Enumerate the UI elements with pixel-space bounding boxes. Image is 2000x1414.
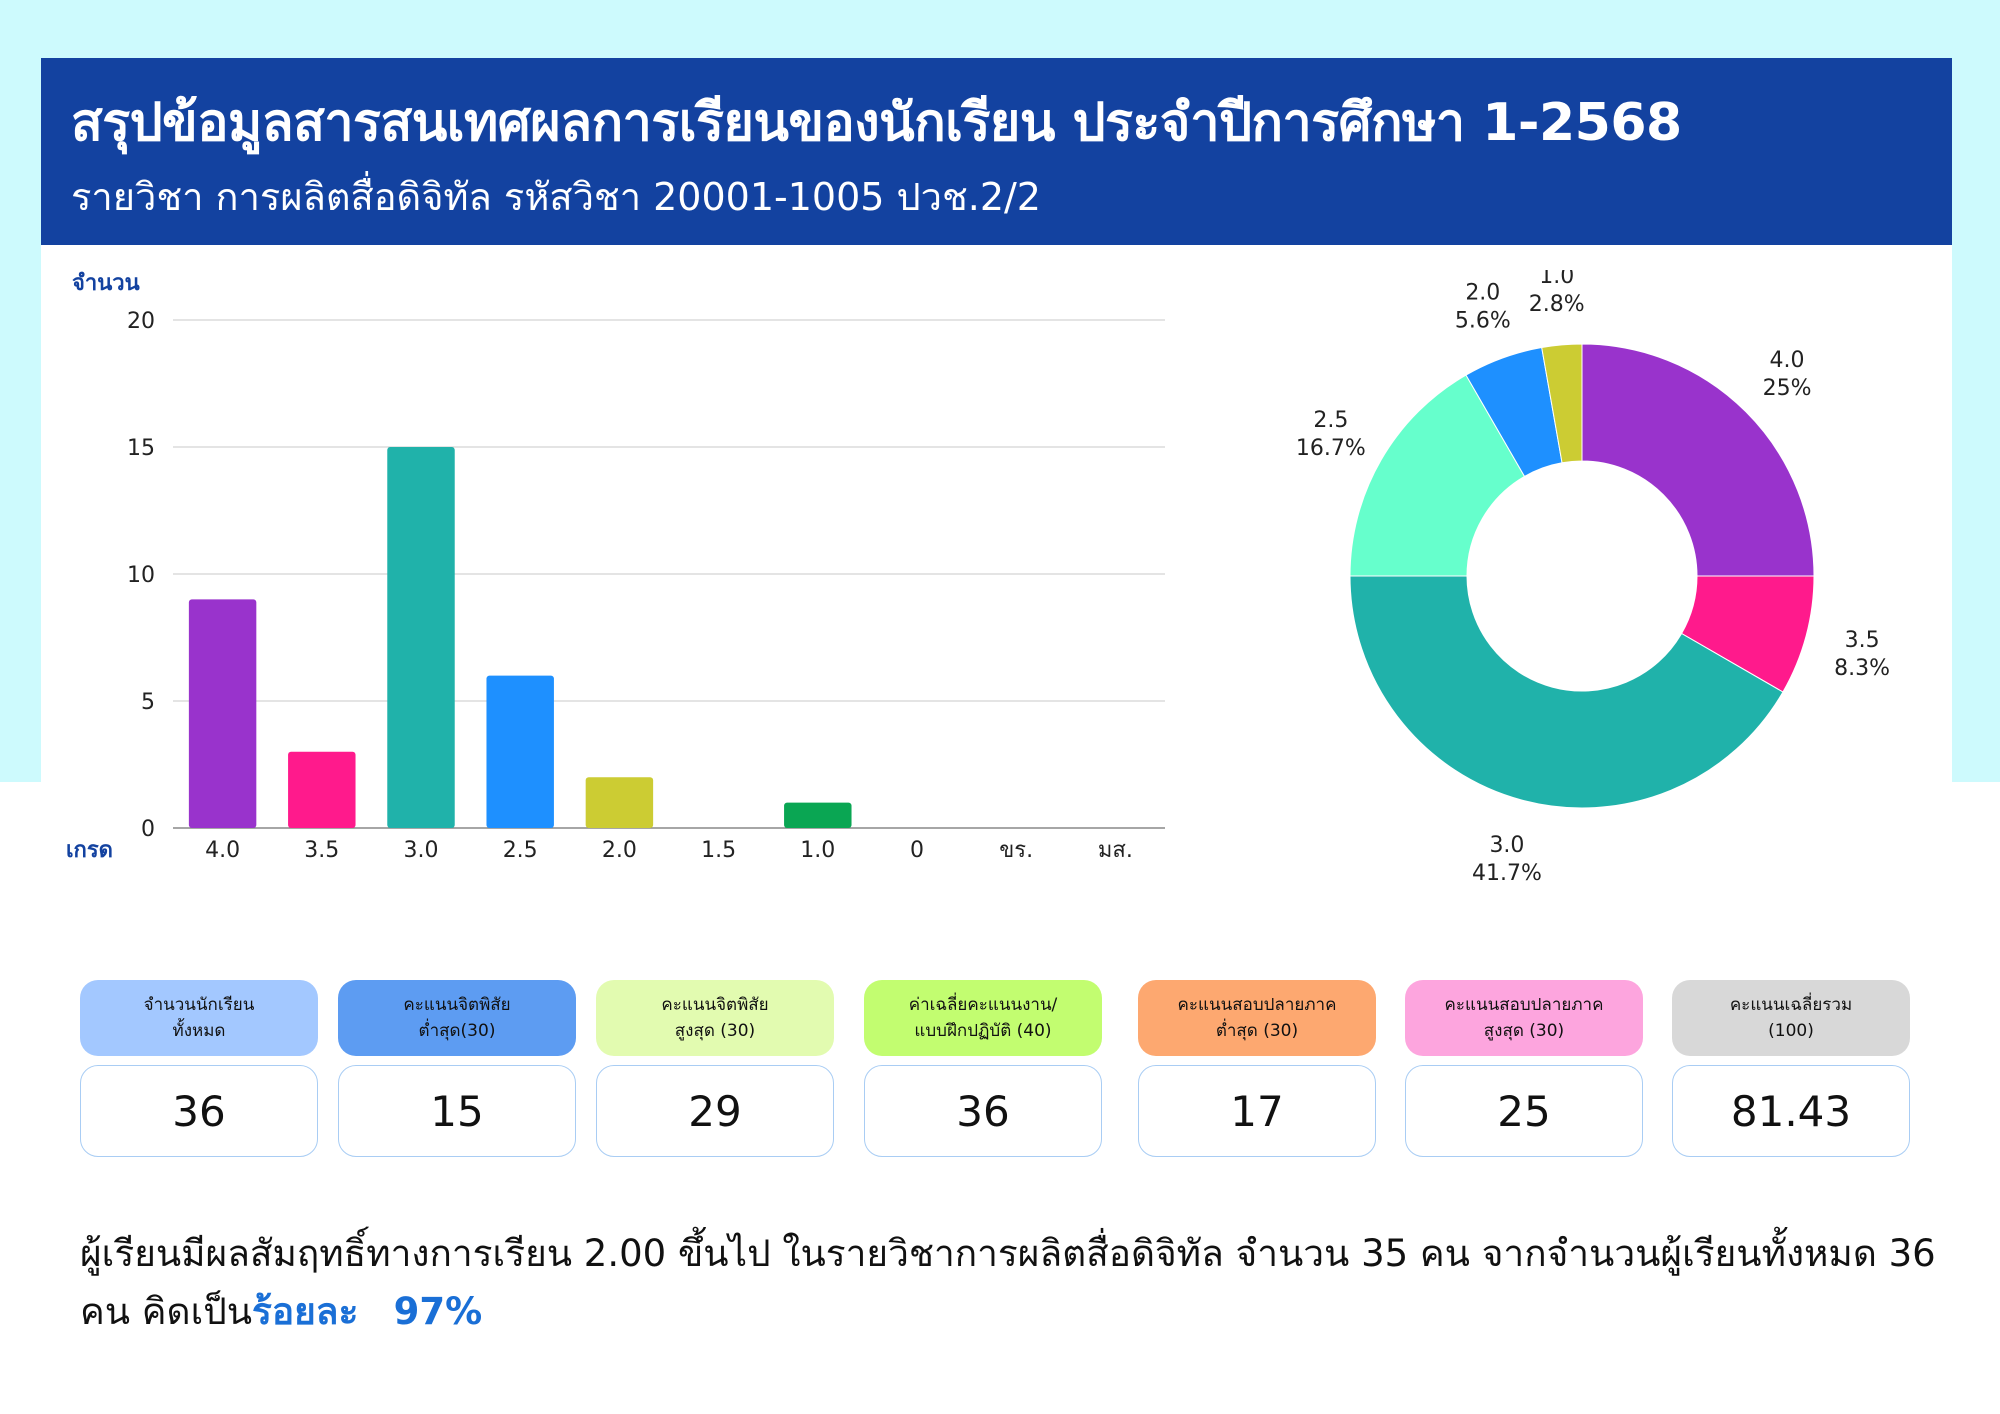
- x-axis-label: เกรด: [66, 838, 113, 863]
- donut-slice-5: [1541, 343, 1583, 464]
- donut-label-percent: 16.7%: [1296, 436, 1366, 461]
- donut-label-grade: 3.0: [1489, 833, 1524, 858]
- bar-3: [486, 675, 554, 828]
- stat-card-value: 36: [864, 1065, 1102, 1157]
- stat-card-value: 17: [1138, 1065, 1376, 1157]
- y-axis-label: จำนวน: [72, 271, 140, 296]
- y-tick-label: 5: [141, 690, 155, 715]
- stat-card-label: จำนวนนักเรียน ทั้งหมด: [80, 980, 318, 1056]
- donut-label: 3.0 41.7%: [1472, 833, 1542, 886]
- x-tick-label: ขร.: [999, 838, 1033, 863]
- y-tick-label: 0: [141, 817, 155, 842]
- x-tick-label: มส.: [1098, 838, 1133, 863]
- donut-label-grade: 2.5: [1313, 408, 1348, 433]
- donut-slice-2: [1349, 575, 1784, 809]
- x-tick-label: 2.5: [503, 838, 538, 863]
- y-tick-label: 10: [127, 563, 155, 588]
- bar-4: [585, 777, 654, 828]
- summary-percent-value: 97%: [393, 1290, 483, 1333]
- donut-slice-0: [1581, 343, 1815, 577]
- bar-0: [188, 599, 257, 828]
- donut-label: 2.5 16.7%: [1296, 408, 1366, 461]
- donut-label-grade: 3.5: [1845, 628, 1880, 653]
- y-tick-label: 20: [127, 309, 155, 334]
- donut-label-percent: 25%: [1763, 376, 1812, 401]
- x-tick-label: 0: [910, 838, 924, 863]
- donut-label-percent: 8.3%: [1834, 656, 1890, 681]
- stat-card-value: 36: [80, 1065, 318, 1157]
- stat-card-label: คะแนนสอบปลายภาค ต่ำสุด (30): [1138, 980, 1376, 1056]
- bar-1: [288, 751, 356, 828]
- donut-label: 2.0 5.6%: [1455, 280, 1511, 333]
- page-title: สรุปข้อมูลสารสนเทศผลการเรียนของนักเรียน …: [71, 93, 1682, 153]
- donut-label-percent: 2.8%: [1529, 292, 1585, 317]
- summary-text: ผู้เรียนมีผลสัมฤทธิ์ทางการเรียน 2.00 ขึ้…: [80, 1225, 1940, 1341]
- x-tick-label: 1.5: [701, 838, 736, 863]
- donut-label: 1.0 2.8%: [1529, 270, 1585, 317]
- donut-label: 4.025%: [1763, 348, 1812, 401]
- donut-slice-3: [1349, 374, 1526, 577]
- donut-label-grade: 2.0: [1465, 280, 1500, 305]
- stat-card-label: คะแนนจิตพิสัย ต่ำสุด(30): [338, 980, 576, 1056]
- stat-card-value: 29: [596, 1065, 834, 1157]
- donut-label: 3.5 8.3%: [1834, 628, 1890, 681]
- grade-donut-chart: 4.025%3.58.3%3.041.7%2.516.7%2.05.6%1.02…: [1296, 270, 1890, 886]
- x-tick-label: 4.0: [205, 838, 240, 863]
- summary-body: ผู้เรียนมีผลสัมฤทธิ์ทางการเรียน 2.00 ขึ้…: [80, 1232, 1936, 1333]
- donut-label-grade: 4.0: [1770, 348, 1805, 373]
- stat-card-value: 25: [1405, 1065, 1643, 1157]
- header-banner: สรุปข้อมูลสารสนเทศผลการเรียนของนักเรียน …: [41, 58, 1952, 245]
- x-tick-label: 3.5: [304, 838, 339, 863]
- bar-6: [784, 802, 852, 828]
- x-tick-label: 1.0: [800, 838, 835, 863]
- x-tick-label: 2.0: [602, 838, 637, 863]
- donut-label-grade: 1.0: [1539, 270, 1574, 289]
- bar-2: [387, 447, 455, 828]
- donut-label-percent: 5.6%: [1455, 308, 1511, 333]
- stat-card-value: 15: [338, 1065, 576, 1157]
- donut-label-percent: 41.7%: [1472, 861, 1542, 886]
- summary-percent-label: ร้อยละ: [252, 1290, 359, 1333]
- stat-card-label: คะแนนเฉลี่ยรวม (100): [1672, 980, 1910, 1056]
- y-tick-label: 15: [127, 436, 155, 461]
- stat-card-label: ค่าเฉลี่ยคะแนนงาน/ แบบฝึกปฏิบัติ (40): [864, 980, 1102, 1056]
- stat-card-label: คะแนนสอบปลายภาค สูงสุด (30): [1405, 980, 1643, 1056]
- stat-card-value: 81.43: [1672, 1065, 1910, 1157]
- page-subtitle: รายวิชา การผลิตสื่อดิจิทัล รหัสวิชา 2000…: [71, 175, 1041, 219]
- x-tick-label: 3.0: [404, 838, 439, 863]
- stat-card-label: คะแนนจิตพิสัย สูงสุด (30): [596, 980, 834, 1056]
